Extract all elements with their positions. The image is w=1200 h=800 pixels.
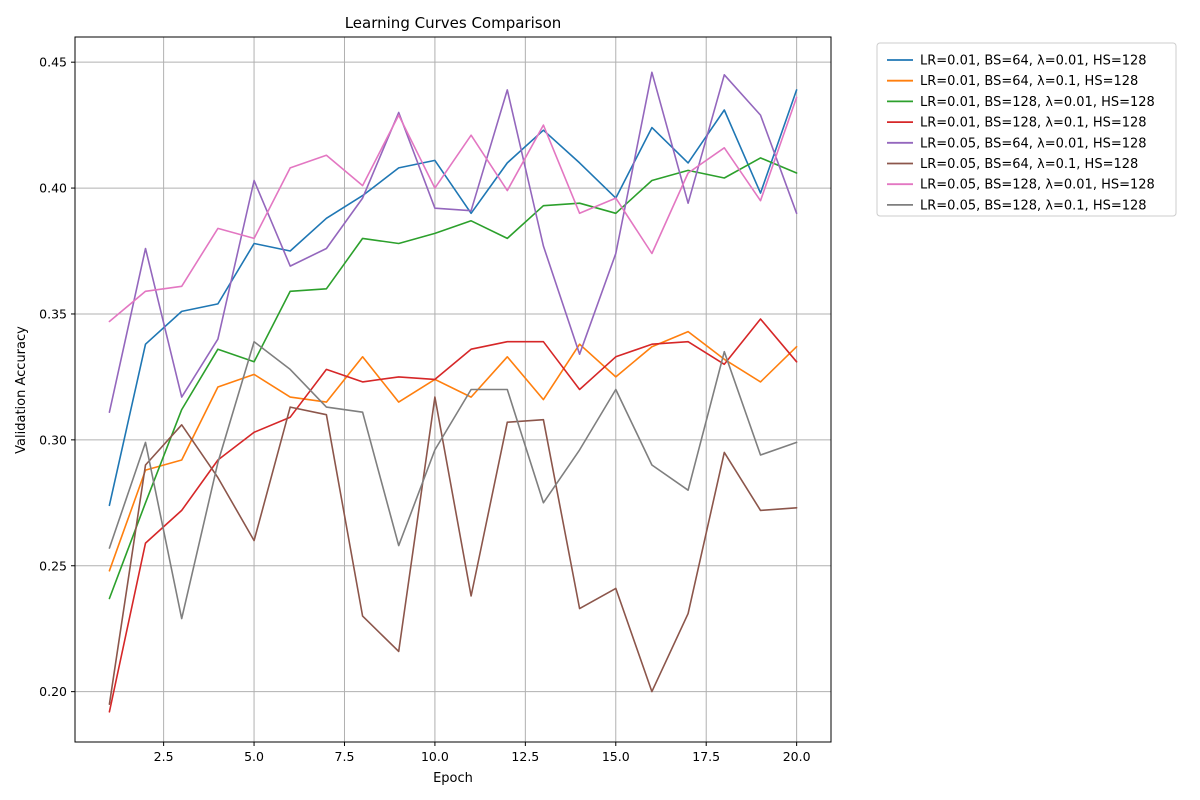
y-axis-title: Validation Accuracy [14, 326, 29, 454]
series-lines [108, 71, 798, 713]
legend-label-3: LR=0.01, BS=128, λ=0.01, HS=128 [920, 95, 1155, 110]
y-axis-ticks: 0.20 0.25 0.30 0.35 0.40 0.45 [39, 55, 75, 699]
x-tick-label: 5.0 [244, 749, 264, 764]
legend-label-4: LR=0.01, BS=128, λ=0.1, HS=128 [920, 116, 1147, 131]
y-tick-label: 0.45 [39, 55, 67, 70]
series-line-3 [108, 157, 798, 600]
grid [75, 37, 831, 742]
series-line-1 [108, 89, 798, 507]
y-tick-label: 0.35 [39, 306, 67, 321]
series-line-8 [108, 340, 798, 620]
series-line-4 [108, 318, 798, 713]
chart-title: Learning Curves Comparison [345, 14, 562, 32]
y-tick-label: 0.20 [39, 684, 67, 699]
series-line-7 [108, 96, 798, 323]
series-line-6 [108, 396, 798, 706]
x-tick-label: 10.0 [421, 749, 449, 764]
series-line-2 [108, 330, 798, 572]
legend-label-8: LR=0.05, BS=128, λ=0.1, HS=128 [920, 198, 1147, 213]
legend-box [876, 42, 1177, 217]
x-tick-label: 7.5 [335, 749, 355, 764]
x-tick-label: 20.0 [783, 749, 811, 764]
y-tick-label: 0.25 [39, 558, 67, 573]
x-axis-ticks: 2.5 5.0 7.5 10.0 12.5 15.0 17.5 20.0 [154, 742, 811, 764]
x-tick-label: 17.5 [692, 749, 720, 764]
legend-label-5: LR=0.05, BS=64, λ=0.01, HS=128 [920, 136, 1147, 151]
y-tick-label: 0.30 [39, 432, 67, 447]
y-tick-label: 0.40 [39, 181, 67, 196]
legend-label-6: LR=0.05, BS=64, λ=0.1, HS=128 [920, 157, 1138, 172]
x-tick-label: 15.0 [602, 749, 630, 764]
legend: LR=0.01, BS=64, λ=0.01, HS=128 LR=0.01, B… [876, 42, 1177, 217]
x-tick-label: 2.5 [154, 749, 174, 764]
plot-area-frame [74, 36, 832, 743]
legend-label-7: LR=0.05, BS=128, λ=0.01, HS=128 [920, 178, 1155, 193]
legend-label-2: LR=0.01, BS=64, λ=0.1, HS=128 [920, 74, 1138, 89]
series-line-5 [108, 71, 798, 414]
legend-label-1: LR=0.01, BS=64, λ=0.01, HS=128 [920, 54, 1147, 69]
x-axis-title: Epoch [433, 771, 473, 786]
x-tick-label: 12.5 [511, 749, 539, 764]
